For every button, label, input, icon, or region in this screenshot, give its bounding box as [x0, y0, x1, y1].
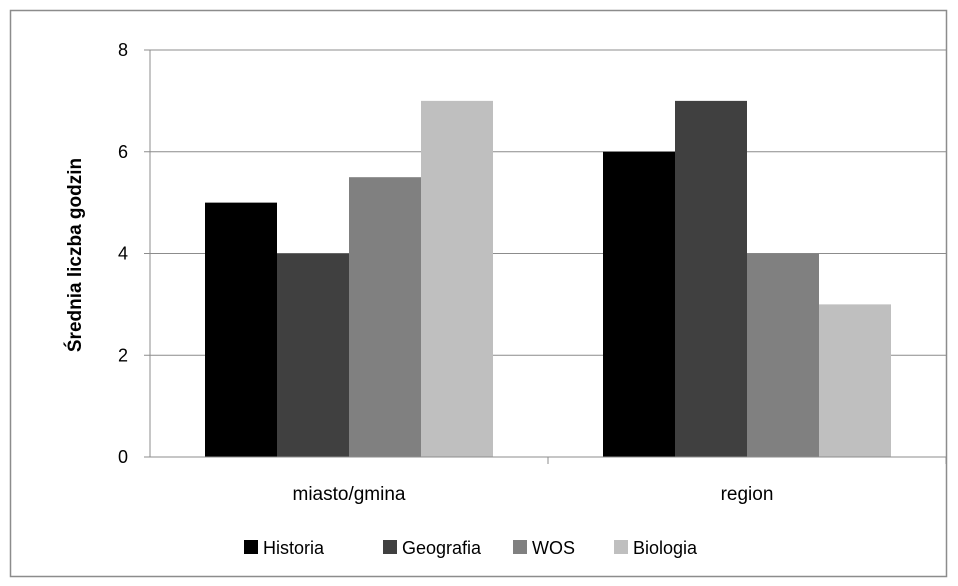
y-tick-label: 8	[118, 40, 128, 60]
y-tick-label: 2	[118, 345, 128, 365]
legend-label-biologia: Biologia	[633, 538, 698, 558]
bar-wos-1	[349, 177, 421, 457]
x-category-label: region	[721, 484, 774, 505]
bar-historia-1	[205, 202, 277, 457]
legend-swatch-geografia	[383, 540, 397, 554]
bar-geografia-2	[675, 100, 747, 457]
legend: Historia Geografia WOS Biologia	[244, 538, 698, 558]
bar-geografia-1	[277, 253, 349, 457]
legend-label-geografia: Geografia	[402, 538, 482, 558]
x-category-labels: miasto/gmina region	[293, 484, 774, 505]
y-tick-label: 4	[118, 244, 128, 264]
legend-label-historia: Historia	[263, 538, 325, 558]
bars	[205, 100, 891, 457]
legend-swatch-biologia	[614, 540, 628, 554]
bar-biologia-1	[421, 100, 493, 457]
y-tick-label: 0	[118, 447, 128, 467]
axes	[144, 49, 947, 464]
legend-label-wos: WOS	[532, 538, 575, 558]
y-axis-title: Średnia liczba godzin	[64, 158, 86, 352]
legend-swatch-historia	[244, 540, 258, 554]
bar-biologia-2	[819, 304, 891, 457]
x-category-label: miasto/gmina	[293, 484, 406, 505]
y-tick-label: 6	[118, 142, 128, 162]
y-tick-labels: 0 2 4 6 8	[118, 40, 128, 467]
bar-historia-2	[603, 151, 675, 457]
legend-swatch-wos	[513, 540, 527, 554]
bar-wos-2	[747, 253, 819, 457]
